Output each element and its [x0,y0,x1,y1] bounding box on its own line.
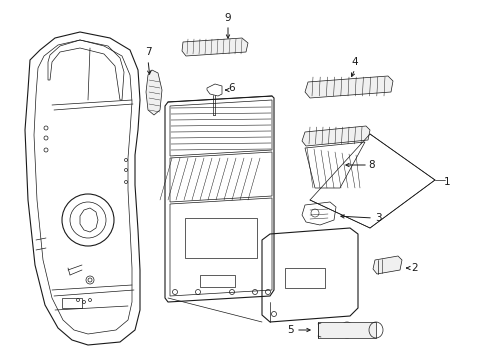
Bar [62,298,82,308]
Text: 3: 3 [374,213,381,223]
Polygon shape [372,256,401,274]
Polygon shape [146,70,162,115]
Text: 4: 4 [351,57,358,67]
Bar [200,275,235,287]
Text: 1: 1 [443,177,449,187]
Text: 8: 8 [368,160,375,170]
Text: 5: 5 [286,325,293,335]
Polygon shape [302,126,369,146]
Bar [184,218,257,258]
Ellipse shape [339,322,353,338]
Polygon shape [182,38,247,56]
Text: 2: 2 [411,263,417,273]
Text: 6: 6 [228,83,235,93]
Text: 9: 9 [224,13,231,23]
Polygon shape [305,76,392,98]
Text: 7: 7 [144,47,151,57]
Bar [317,322,375,338]
Bar [285,268,325,288]
